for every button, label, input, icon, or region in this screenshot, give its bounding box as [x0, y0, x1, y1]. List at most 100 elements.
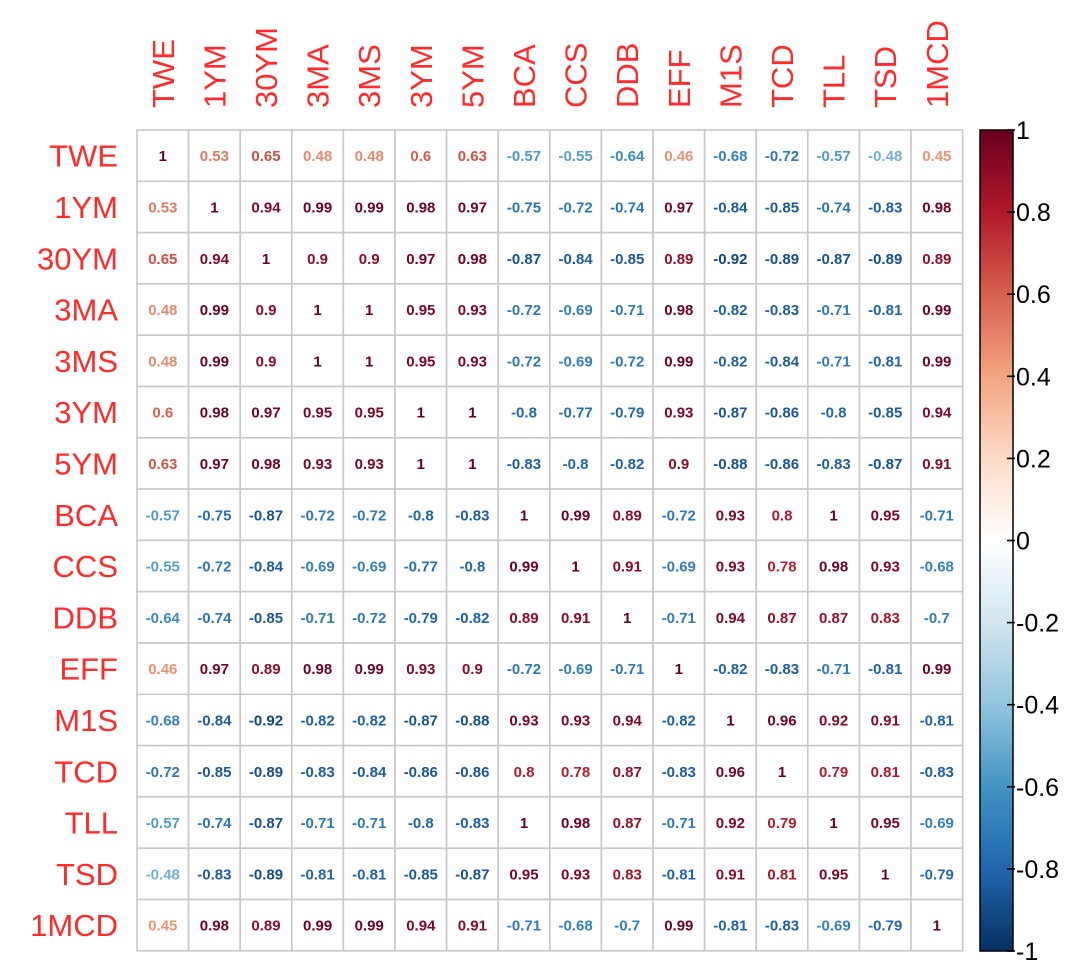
cell-value-label: -0.87	[507, 251, 541, 268]
heatmap-cell	[342, 693, 396, 747]
heatmap-cell	[136, 539, 190, 593]
heatmap-cell	[497, 796, 551, 850]
cell-value-label: 0.63	[458, 148, 487, 165]
heatmap-cell	[239, 488, 293, 542]
row-label: TCD	[54, 754, 118, 789]
heatmap-cell	[239, 283, 293, 336]
heatmap-cell	[290, 796, 345, 850]
heatmap-cell	[290, 334, 345, 388]
cell-value-label: -0.82	[713, 353, 747, 370]
heatmap-cells: 1 0.53 0.65 0.48 0.48 0.6 0.63 -0.57 -0.55 -0.64 0…	[136, 129, 964, 952]
cell-value-label: -0.81	[300, 866, 334, 883]
heatmap-cell	[239, 334, 293, 388]
cell-value-label: 0.93	[355, 456, 384, 473]
heatmap-cell	[290, 539, 345, 593]
cell-value-label: 0.8	[772, 507, 793, 524]
cell-value-label: 0.93	[561, 712, 590, 729]
cell-value-label: -0.87	[249, 815, 283, 832]
cell-value-label: 0.98	[922, 199, 951, 216]
cell-value-label: -0.83	[507, 456, 541, 473]
heatmap-cell	[394, 436, 448, 490]
cell-value-label: 0.98	[819, 559, 848, 576]
cell-value-label: -0.72	[352, 507, 386, 524]
heatmap-cell	[342, 744, 396, 798]
cell-value-label: 0.9	[359, 251, 380, 268]
heatmap-cell	[910, 693, 964, 747]
heatmap-cell	[652, 796, 706, 850]
cell-value-label: -0.87	[868, 456, 902, 473]
heatmap-cell	[755, 180, 809, 234]
cell-value-label: -0.84	[352, 764, 387, 781]
heatmap-cell	[497, 436, 551, 490]
colorbar-tick-label: -0.8	[1016, 856, 1059, 884]
cell-value-label: -0.69	[558, 302, 592, 319]
heatmap-cell	[445, 436, 500, 490]
cell-value-label: -0.68	[146, 712, 180, 729]
cell-value-label: 0.46	[148, 661, 177, 678]
cell-value-label: -0.81	[920, 712, 954, 729]
cell-value-label: -0.75	[507, 199, 541, 216]
heatmap-cell	[239, 590, 293, 644]
heatmap-cell	[858, 539, 912, 593]
heatmap-cell	[910, 129, 964, 183]
heatmap-cell	[755, 642, 809, 696]
heatmap-cell	[600, 898, 654, 952]
cell-value-label: -0.83	[765, 302, 799, 319]
cell-value-label: 0.91	[613, 559, 642, 576]
cell-value-label: 0.95	[355, 405, 384, 422]
heatmap-cell	[858, 847, 912, 901]
heatmap-cell	[806, 334, 861, 388]
heatmap-cell	[652, 488, 706, 542]
heatmap-cell	[910, 898, 964, 952]
cell-value-label: -0.8	[408, 507, 434, 524]
heatmap-cell	[497, 283, 551, 336]
cell-value-label: -0.87	[816, 251, 850, 268]
cell-value-label: -0.72	[507, 302, 541, 319]
cell-value-label: 0.97	[200, 456, 229, 473]
heatmap-cell	[394, 180, 448, 234]
cell-value-label: -0.71	[816, 353, 850, 370]
heatmap-cell	[910, 539, 964, 593]
heatmap-cell	[187, 334, 242, 388]
heatmap-cell	[755, 231, 809, 285]
cell-value-label: 0.99	[200, 353, 229, 370]
heatmap-cell	[910, 385, 964, 439]
heatmap-cell	[910, 642, 964, 696]
row-label: 1MCD	[30, 908, 118, 943]
cell-value-label: -0.71	[610, 661, 644, 678]
heatmap-cell	[394, 847, 448, 901]
colorbar-tick-label: 0.4	[1016, 363, 1051, 391]
heatmap-cell	[910, 488, 964, 542]
heatmap-cell	[858, 385, 912, 439]
column-label: M1S	[713, 44, 748, 108]
row-label: M1S	[54, 703, 118, 738]
cell-value-label: 0.9	[668, 456, 689, 473]
row-label: 3YM	[54, 395, 118, 430]
cell-value-label: -0.83	[765, 661, 799, 678]
cell-value-label: 0.9	[256, 302, 277, 319]
cell-value-label: -0.69	[662, 559, 696, 576]
cell-value-label: -0.74	[816, 199, 851, 216]
heatmap-cell	[445, 898, 500, 952]
cell-value-label: 0.99	[922, 661, 951, 678]
cell-value-label: 0.9	[256, 353, 277, 370]
cell-value-label: -0.64	[146, 610, 181, 627]
heatmap-cell	[858, 180, 912, 234]
heatmap-cell	[239, 796, 293, 850]
cell-value-label: 1	[829, 815, 837, 832]
cell-value-label: -0.68	[558, 918, 592, 935]
heatmap-cell	[290, 488, 345, 542]
column-label: TWE	[146, 39, 181, 108]
cell-value-label: 0.98	[251, 456, 280, 473]
cell-value-label: 0.99	[355, 661, 384, 678]
cell-value-label: 0.93	[458, 302, 487, 319]
cell-value-label: 0.97	[200, 661, 229, 678]
cell-value-label: 0.99	[303, 199, 332, 216]
cell-value-label: -0.57	[146, 507, 180, 524]
cell-value-label: -0.89	[249, 764, 283, 781]
heatmap-cell	[600, 847, 654, 901]
heatmap-cell	[290, 744, 345, 798]
cell-value-label: 0.91	[716, 866, 745, 883]
